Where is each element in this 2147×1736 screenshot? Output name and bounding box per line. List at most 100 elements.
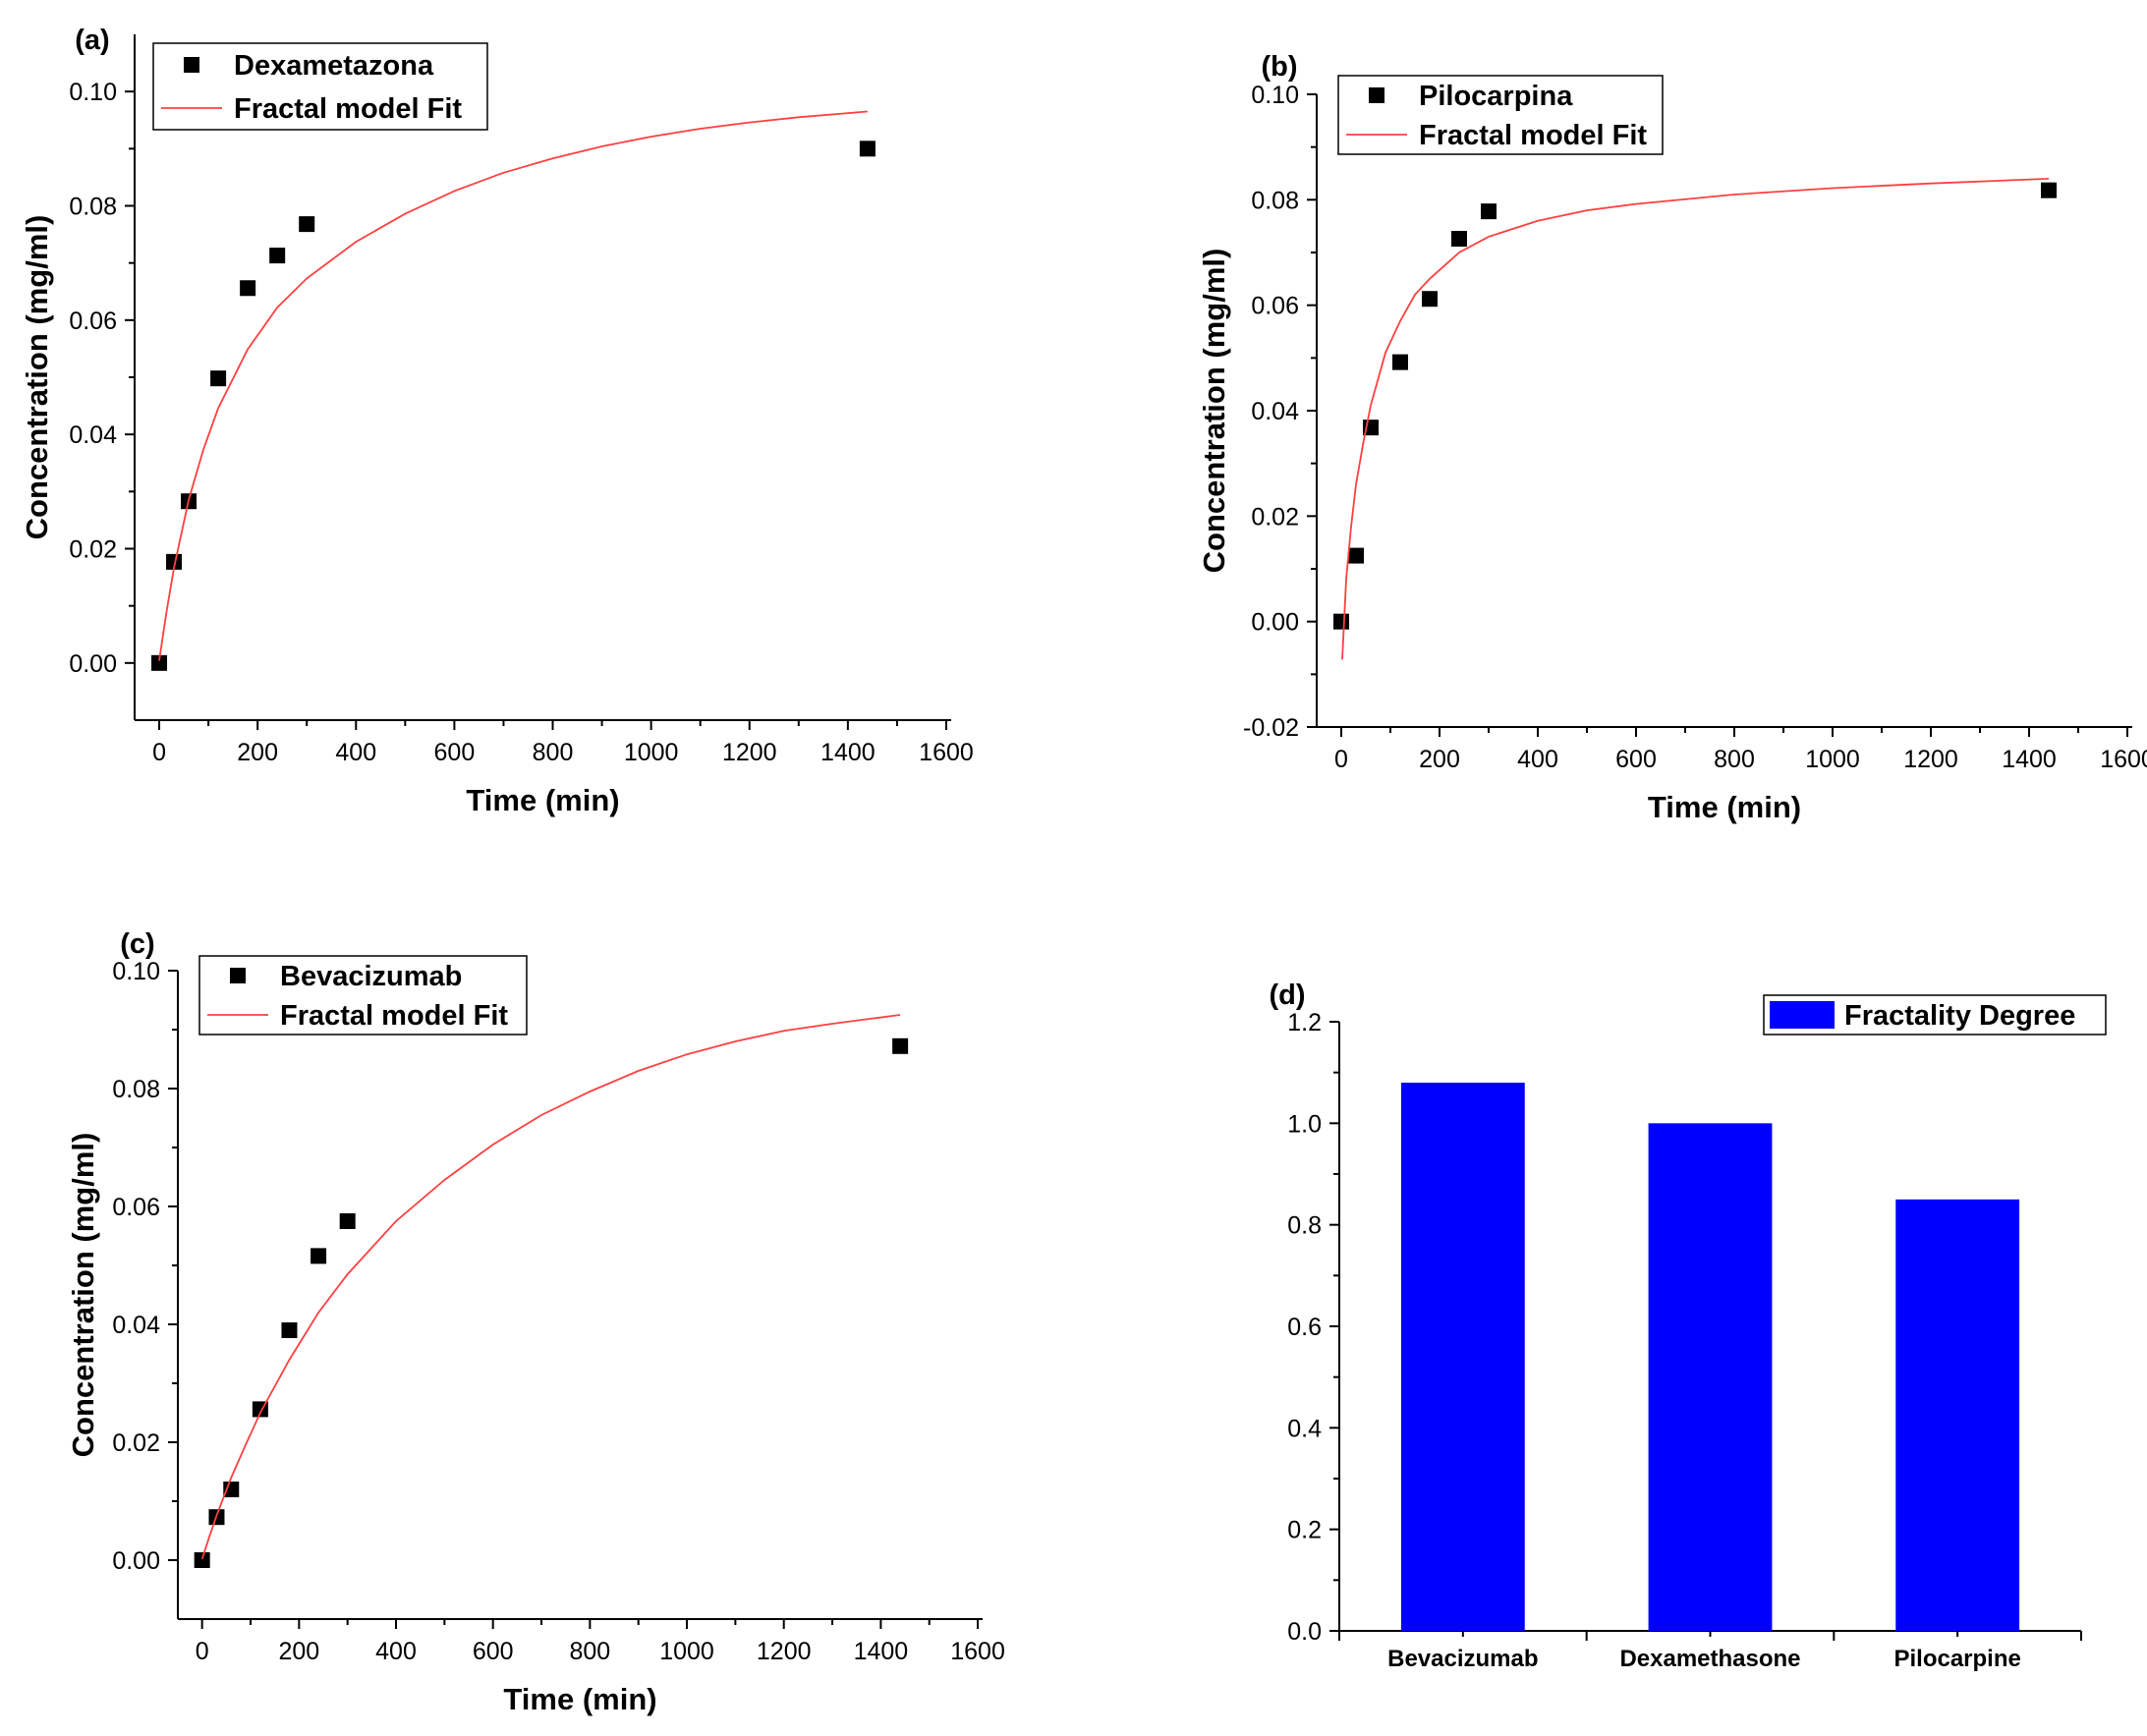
- y-tick-label: 0.6: [1287, 1314, 1322, 1341]
- x-tick-label: 1200: [722, 739, 777, 766]
- category-label: Dexamethasone: [1619, 1646, 1800, 1672]
- y-tick-label: 0.00: [69, 650, 117, 678]
- x-tick-label: 400: [375, 1638, 417, 1665]
- y-axis-label: Concentration (mg/ml): [1197, 249, 1231, 574]
- x-tick-label: 1200: [1903, 746, 1958, 773]
- data-point: [210, 370, 227, 387]
- y-tick-label: 0.02: [112, 1429, 160, 1457]
- x-tick-label: 600: [434, 739, 476, 766]
- fit-curve: [1341, 178, 2050, 660]
- x-tick-label: 800: [570, 1638, 611, 1665]
- y-tick-label: 0.10: [1251, 82, 1299, 109]
- y-tick-label: 0.06: [1251, 293, 1299, 320]
- x-tick-label: 800: [533, 739, 574, 766]
- data-point: [859, 140, 876, 157]
- legend-entry: Pilocarpina: [1419, 81, 1573, 112]
- y-tick-label: 0.04: [69, 421, 117, 449]
- data-point: [281, 1322, 298, 1338]
- fit-curve: [158, 110, 868, 661]
- y-tick-label: 0.2: [1287, 1517, 1322, 1544]
- fit-curve: [200, 1014, 901, 1560]
- y-tick-label: 0.0: [1287, 1618, 1322, 1646]
- x-tick-label: 0: [152, 739, 166, 766]
- y-tick-label: 0.02: [1251, 503, 1299, 531]
- x-tick-label: 1000: [659, 1638, 714, 1665]
- legend-entry: Fractal model Fit: [1419, 120, 1647, 151]
- data-point: [1333, 613, 1349, 630]
- panel-c: 0.00 0.02 0.04 0.06 0.08 0.10 0 200 400 600 800 100…: [66, 928, 1005, 1716]
- y-tick-label: 0.06: [112, 1194, 160, 1221]
- panel-d: 0.0 0.2 0.4 0.6 0.8 1.0 1.2 Bevacizumab Dexameth…: [1269, 980, 2107, 1672]
- data-point: [1392, 354, 1408, 370]
- x-tick-label: 200: [278, 1638, 319, 1665]
- x-tick-label: 1400: [2002, 746, 2057, 773]
- legend-entry: Bevacizumab: [280, 961, 462, 992]
- y-tick-label: 0.08: [1251, 187, 1299, 214]
- data-point: [1481, 203, 1497, 220]
- y-tick-label: 0.06: [69, 308, 117, 335]
- category-label: Bevacizumab: [1387, 1646, 1538, 1672]
- x-axis-label: Time (min): [466, 783, 619, 817]
- data-point: [240, 280, 256, 297]
- legend-box: [1337, 75, 1664, 155]
- x-tick-label: 200: [237, 739, 278, 766]
- x-tick-label: 400: [335, 739, 376, 766]
- legend-entry: Fractality Degree: [1844, 1000, 2075, 1032]
- legend-entry: Fractal model Fit: [234, 93, 462, 125]
- y-tick-label: 1.2: [1287, 1009, 1322, 1036]
- data-point: [269, 248, 286, 264]
- y-tick-label: 0.4: [1287, 1415, 1322, 1442]
- x-tick-label: 1400: [820, 739, 876, 766]
- x-tick-label: 600: [473, 1638, 514, 1665]
- data-point: [892, 1037, 909, 1054]
- x-axis-label: Time (min): [503, 1682, 656, 1716]
- x-tick-label: 0: [196, 1638, 209, 1665]
- x-tick-label: 600: [1615, 746, 1657, 773]
- legend-marker-swatch: [230, 968, 246, 983]
- y-tick-label: 0.00: [112, 1547, 160, 1575]
- y-tick-label: 0.08: [69, 194, 117, 221]
- panel-label: (b): [1261, 51, 1297, 83]
- legend-entry: Dexametazona: [234, 50, 434, 82]
- x-tick-label: 1000: [624, 739, 679, 766]
- y-axis-label: Concentration (mg/ml): [20, 215, 54, 540]
- panel-label: (c): [120, 928, 154, 960]
- y-tick-label: 0.00: [1251, 609, 1299, 637]
- x-tick-label: 400: [1517, 746, 1558, 773]
- y-axis-label: Concentration (mg/ml): [66, 1133, 100, 1458]
- data-point: [194, 1552, 210, 1568]
- x-axis-label: Time (min): [1648, 790, 1801, 824]
- x-tick-label: 1600: [950, 1638, 1005, 1665]
- data-point: [299, 216, 315, 233]
- y-tick-label: 0.04: [112, 1312, 160, 1339]
- legend-marker-swatch: [184, 57, 199, 73]
- y-tick-label: 0.02: [69, 536, 117, 564]
- data-point: [166, 553, 183, 570]
- data-point: [151, 654, 168, 671]
- x-tick-label: 1600: [919, 739, 974, 766]
- category-label: Pilocarpine: [1893, 1646, 2020, 1672]
- data-point: [1422, 291, 1438, 308]
- panel-label: (d): [1269, 980, 1305, 1011]
- data-point: [2041, 182, 2057, 198]
- y-tick-label: -0.02: [1243, 714, 1299, 742]
- y-tick-label: 0.10: [112, 958, 160, 985]
- y-tick-label: 0.04: [1251, 398, 1299, 425]
- data-point: [223, 1482, 240, 1497]
- x-tick-label: 0: [1334, 746, 1348, 773]
- data-point: [339, 1213, 356, 1229]
- data-point: [1451, 231, 1467, 248]
- data-point: [311, 1248, 327, 1264]
- bar: [1895, 1199, 2020, 1631]
- legend-bar-swatch: [1770, 1001, 1835, 1029]
- legend-box: [198, 955, 528, 1036]
- legend-box: [152, 42, 488, 131]
- panel-a: 0.00 0.02 0.04 0.06 0.08 0.10 0 200 400 600 800 100…: [20, 25, 974, 817]
- x-tick-label: 200: [1419, 746, 1460, 773]
- x-tick-label: 1600: [2100, 746, 2147, 773]
- y-tick-label: 0.10: [69, 79, 117, 106]
- x-tick-label: 1200: [757, 1638, 812, 1665]
- y-tick-label: 1.0: [1287, 1110, 1322, 1138]
- panel-b: -0.02 0.00 0.02 0.04 0.06 0.08 0.10 0 200 400 600 8…: [1197, 51, 2147, 824]
